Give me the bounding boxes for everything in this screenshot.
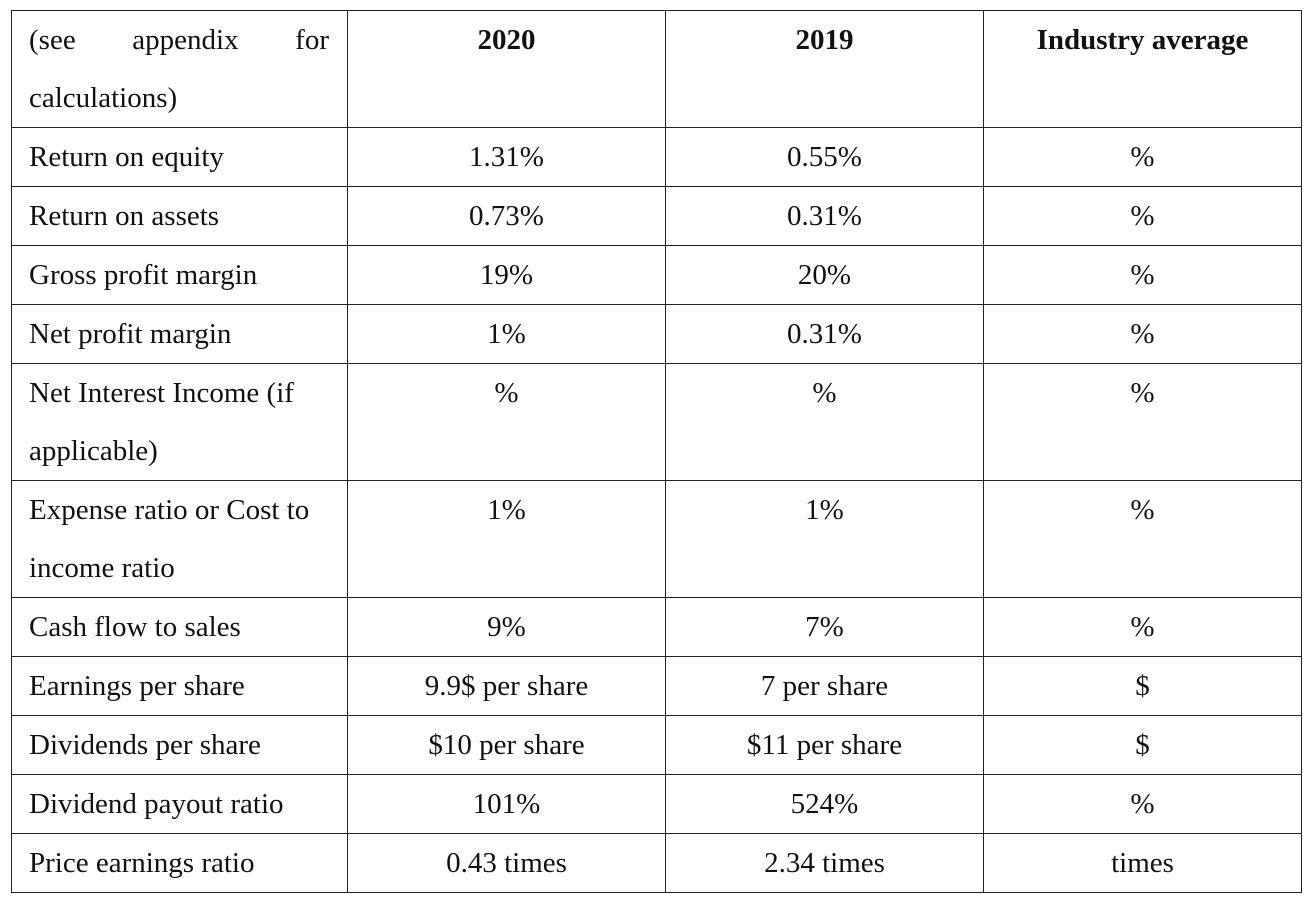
value-2019: 0.55% <box>665 127 984 187</box>
value-industry: % <box>983 480 1302 598</box>
value-industry: % <box>983 597 1302 657</box>
value-2019: 0.31% <box>665 186 984 246</box>
metric-label: Return on equity <box>11 127 348 187</box>
value-industry: % <box>983 127 1302 187</box>
value-2020: 9.9$ per share <box>347 656 666 716</box>
table-row: Price earnings ratio 0.43 times 2.34 tim… <box>11 833 1302 893</box>
value-2019: 7% <box>665 597 984 657</box>
table-row: Earnings per share 9.9$ per share 7 per … <box>11 656 1302 716</box>
header-row: (see appendix for calculations) 2020 201… <box>11 10 1302 128</box>
column-header-2020: 2020 <box>347 10 666 128</box>
value-industry: % <box>983 245 1302 305</box>
value-2020: 19% <box>347 245 666 305</box>
value-2019: % <box>665 363 984 481</box>
value-2020: 0.43 times <box>347 833 666 893</box>
metric-label: Dividends per share <box>11 715 348 775</box>
table-row: Net Interest Income (if applicable) % % … <box>11 363 1302 481</box>
value-2019: 0.31% <box>665 304 984 364</box>
table-row: Net profit margin 1% 0.31% % <box>11 304 1302 364</box>
financial-ratios-table: (see appendix for calculations) 2020 201… <box>11 10 1302 893</box>
column-header-industry-average: Industry average <box>983 10 1302 128</box>
table-row: Return on assets 0.73% 0.31% % <box>11 186 1302 246</box>
table-row: Expense ratio or Cost to income ratio 1%… <box>11 480 1302 598</box>
metric-label: Cash flow to sales <box>11 597 348 657</box>
metric-label: Gross profit margin <box>11 245 348 305</box>
value-industry: % <box>983 363 1302 481</box>
value-2019: 20% <box>665 245 984 305</box>
value-industry: % <box>983 774 1302 834</box>
metric-label: Earnings per share <box>11 656 348 716</box>
table-row: Gross profit margin 19% 20% % <box>11 245 1302 305</box>
metric-label: Net Interest Income (if applicable) <box>11 363 348 481</box>
value-2020: 0.73% <box>347 186 666 246</box>
table-row: Return on equity 1.31% 0.55% % <box>11 127 1302 187</box>
metric-label: Price earnings ratio <box>11 833 348 893</box>
column-header-2019: 2019 <box>665 10 984 128</box>
value-industry: % <box>983 304 1302 364</box>
table-row: Dividend payout ratio 101% 524% % <box>11 774 1302 834</box>
table-row: Dividends per share $10 per share $11 pe… <box>11 715 1302 775</box>
value-2019: 1% <box>665 480 984 598</box>
metric-label: Net profit margin <box>11 304 348 364</box>
value-2019: 7 per share <box>665 656 984 716</box>
value-2019: $11 per share <box>665 715 984 775</box>
value-2020: 1% <box>347 304 666 364</box>
value-industry: times <box>983 833 1302 893</box>
value-2020: 101% <box>347 774 666 834</box>
value-2019: 524% <box>665 774 984 834</box>
value-2020: 1% <box>347 480 666 598</box>
value-2019: 2.34 times <box>665 833 984 893</box>
value-2020: % <box>347 363 666 481</box>
header-note: (see appendix for calculations) <box>11 10 348 128</box>
metric-label: Dividend payout ratio <box>11 774 348 834</box>
value-industry: $ <box>983 715 1302 775</box>
table-row: Cash flow to sales 9% 7% % <box>11 597 1302 657</box>
metric-label: Return on assets <box>11 186 348 246</box>
value-industry: $ <box>983 656 1302 716</box>
value-industry: % <box>983 186 1302 246</box>
value-2020: 9% <box>347 597 666 657</box>
value-2020: 1.31% <box>347 127 666 187</box>
value-2020: $10 per share <box>347 715 666 775</box>
metric-label: Expense ratio or Cost to income ratio <box>11 480 348 598</box>
